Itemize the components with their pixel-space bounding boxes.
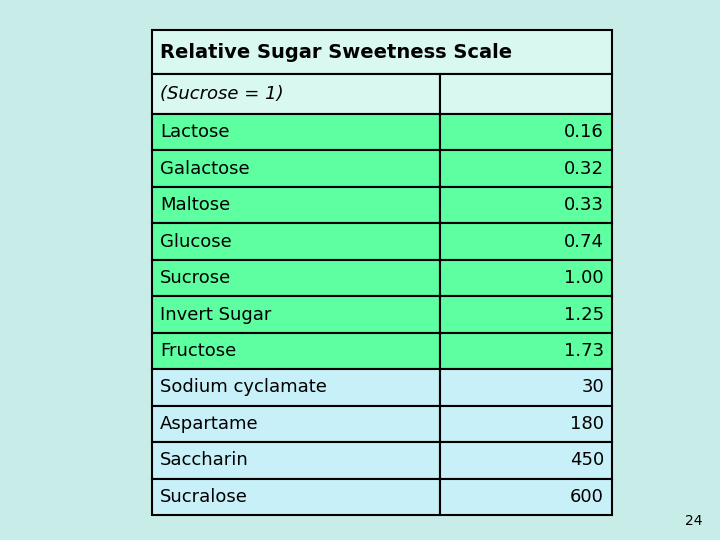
Bar xyxy=(152,369,439,406)
Bar xyxy=(152,224,439,260)
Bar xyxy=(439,151,612,187)
Bar xyxy=(439,74,612,114)
Bar xyxy=(152,74,439,114)
Text: Galactose: Galactose xyxy=(160,160,250,178)
Text: 180: 180 xyxy=(570,415,604,433)
Bar xyxy=(439,114,612,151)
Bar xyxy=(439,369,612,406)
Bar xyxy=(439,187,612,224)
Text: Glucose: Glucose xyxy=(160,233,232,251)
Bar xyxy=(152,442,439,478)
Bar xyxy=(152,333,439,369)
Text: 1.73: 1.73 xyxy=(564,342,604,360)
Text: 600: 600 xyxy=(570,488,604,506)
Text: 1.25: 1.25 xyxy=(564,306,604,323)
Text: 1.00: 1.00 xyxy=(564,269,604,287)
Text: Maltose: Maltose xyxy=(160,196,230,214)
Bar xyxy=(439,478,612,515)
Text: Saccharin: Saccharin xyxy=(160,451,248,469)
Text: Sucralose: Sucralose xyxy=(160,488,248,506)
Text: 30: 30 xyxy=(581,379,604,396)
Text: (Sucrose = 1): (Sucrose = 1) xyxy=(160,85,284,103)
Text: 0.74: 0.74 xyxy=(564,233,604,251)
Bar xyxy=(152,114,439,151)
Text: Fructose: Fructose xyxy=(160,342,236,360)
Bar xyxy=(152,296,439,333)
Text: 0.16: 0.16 xyxy=(564,123,604,141)
Text: 0.32: 0.32 xyxy=(564,160,604,178)
Bar xyxy=(439,442,612,478)
Text: 0.33: 0.33 xyxy=(564,196,604,214)
Bar xyxy=(439,296,612,333)
Text: 450: 450 xyxy=(570,451,604,469)
Text: Invert Sugar: Invert Sugar xyxy=(160,306,271,323)
Bar xyxy=(439,406,612,442)
Text: 24: 24 xyxy=(685,514,702,528)
Text: Sucrose: Sucrose xyxy=(160,269,231,287)
Text: Sodium cyclamate: Sodium cyclamate xyxy=(160,379,327,396)
Bar xyxy=(152,30,612,74)
Bar xyxy=(439,224,612,260)
Bar xyxy=(152,478,439,515)
Bar xyxy=(439,333,612,369)
Bar xyxy=(152,406,439,442)
Text: Aspartame: Aspartame xyxy=(160,415,258,433)
Bar xyxy=(152,151,439,187)
Bar xyxy=(152,260,439,296)
Bar xyxy=(439,260,612,296)
Bar xyxy=(152,187,439,224)
Text: Lactose: Lactose xyxy=(160,123,230,141)
Text: Relative Sugar Sweetness Scale: Relative Sugar Sweetness Scale xyxy=(160,43,512,62)
